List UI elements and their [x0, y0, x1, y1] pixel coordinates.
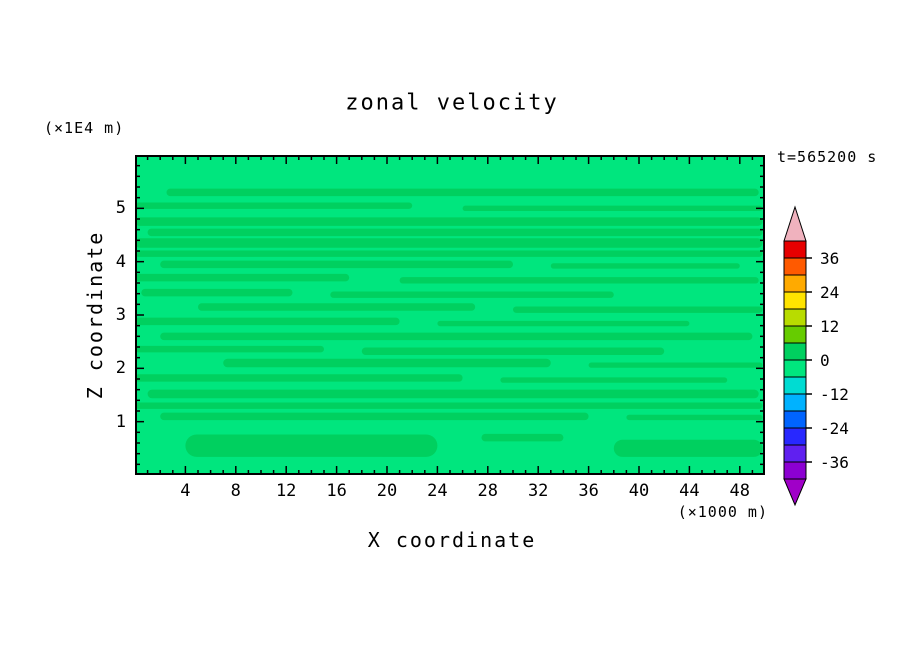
- x-tick-label: 12: [275, 481, 297, 501]
- contour-streak: [135, 317, 400, 326]
- contour-streak: [135, 250, 763, 257]
- colorbar: 36 24 12 0 -12 -24 -36: [783, 205, 849, 507]
- colorbar-segment: [783, 359, 807, 378]
- contour-streak: [135, 345, 324, 353]
- chart-title: zonal velocity: [345, 90, 559, 116]
- contour-streak: [500, 377, 728, 383]
- colorbar-segment: [783, 308, 807, 327]
- contour-streak: [135, 202, 413, 209]
- colorbar-segment: [783, 240, 807, 259]
- contour-streak: [160, 412, 589, 421]
- colorbar-segment: [783, 427, 807, 446]
- contour-streak: [147, 228, 763, 237]
- contour-streak: [223, 358, 551, 368]
- contour-streak: [160, 332, 753, 341]
- colorbar-label: 0: [820, 351, 830, 370]
- contour-streak: [135, 217, 763, 226]
- contour-streak: [135, 273, 350, 282]
- contour-streak: [481, 433, 564, 442]
- contour-streak: [550, 263, 740, 269]
- colorbar-label: 36: [820, 249, 839, 268]
- x-tick-label: 8: [230, 481, 241, 501]
- x-tick-label: 24: [427, 481, 448, 501]
- x-tick-label: 36: [578, 481, 599, 501]
- contour-streak: [437, 320, 690, 327]
- x-tick-label: 32: [527, 481, 549, 501]
- x-axis-unit-label: (×1000 m): [677, 503, 768, 521]
- contour-streak: [361, 347, 665, 355]
- contour-plot: [135, 155, 765, 475]
- colorbar-label: -36: [820, 453, 849, 472]
- y-tick-label: 1: [115, 411, 126, 432]
- x-tick-label: 16: [326, 481, 347, 501]
- colorbar-segment: [783, 257, 807, 276]
- contour-streak: [626, 414, 763, 421]
- contour-streak: [166, 188, 759, 197]
- colorbar-segment: [783, 274, 807, 293]
- colorbar-segment: [783, 393, 807, 412]
- y-tick-label: 5: [115, 198, 126, 219]
- contour-streak: [198, 303, 476, 311]
- contour-streak: [588, 362, 763, 368]
- colorbar-under-arrow: [783, 478, 807, 507]
- colorbar-segment: [783, 461, 807, 480]
- colorbar-segment: [783, 376, 807, 395]
- y-tick-label: 4: [115, 251, 126, 272]
- colorbar-segment: [783, 444, 807, 463]
- x-tick-label: 48: [729, 481, 751, 501]
- contour-streak: [135, 374, 463, 382]
- contour-streak: [185, 434, 438, 457]
- x-tick-label: 4: [180, 481, 191, 501]
- x-tick-label: 20: [376, 481, 398, 501]
- contour-streak: [135, 238, 763, 248]
- colorbar-segment: [783, 325, 807, 344]
- contour-streak: [399, 277, 759, 284]
- plot-border: [135, 155, 765, 475]
- colorbar-label: 24: [820, 283, 839, 302]
- contour-streak: [141, 288, 293, 297]
- y-tick-label: 3: [115, 305, 126, 325]
- colorbar-label: -12: [820, 385, 849, 404]
- y-tick-label: 2: [115, 358, 126, 379]
- colorbar-segment: [783, 342, 807, 361]
- time-label: t=565200 s: [777, 148, 878, 166]
- colorbar-label: 12: [820, 317, 839, 336]
- colorbar-segment: [783, 410, 807, 429]
- x-tick-label: 40: [628, 481, 650, 501]
- x-tick-label: 44: [679, 481, 700, 501]
- x-axis-title: X coordinate: [367, 528, 537, 552]
- plot-area: [135, 155, 765, 475]
- y-axis-unit-label: (×1E4 m): [44, 119, 125, 137]
- colorbar-label: -24: [820, 419, 849, 438]
- x-tick-label: 28: [477, 481, 499, 501]
- colorbar-segment: [783, 291, 807, 310]
- contour-streak: [147, 389, 759, 399]
- contour-streak: [462, 205, 763, 211]
- contour-streak: [513, 306, 763, 313]
- contour-streak: [135, 402, 763, 409]
- contour-streak: [160, 260, 513, 269]
- contour-streak: [613, 439, 763, 457]
- colorbar-over-arrow: [783, 205, 807, 242]
- contour-streak: [330, 291, 614, 298]
